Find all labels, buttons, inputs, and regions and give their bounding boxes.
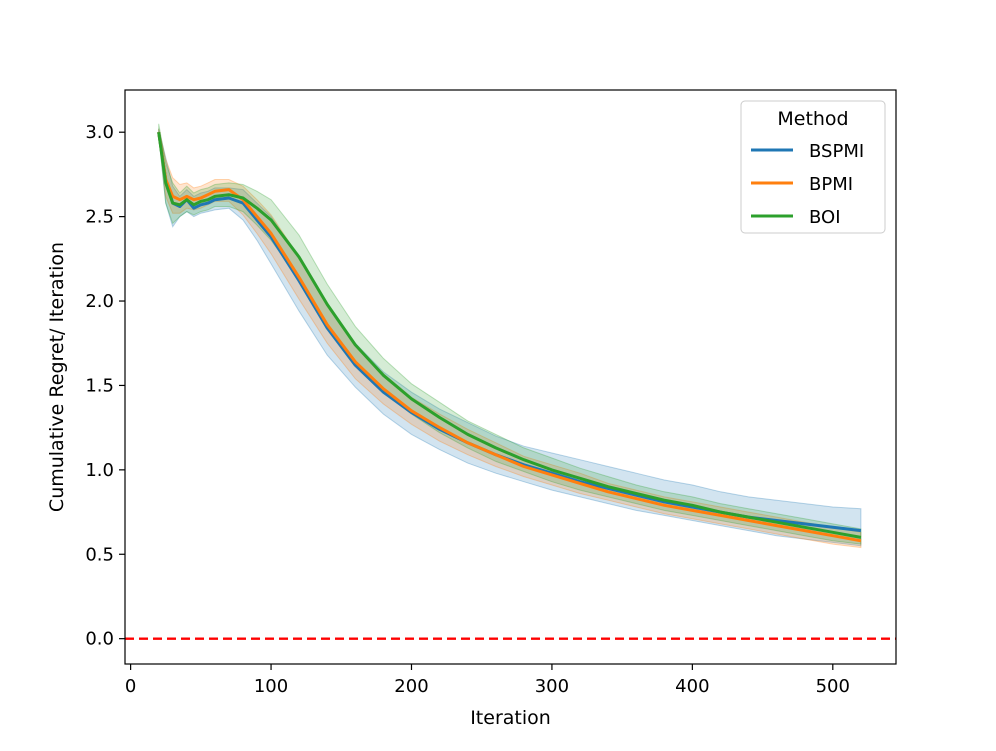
y-tick-label: 2.0 (85, 291, 114, 312)
x-tick-label: 400 (675, 676, 709, 697)
y-tick-label: 1.0 (85, 460, 114, 481)
legend-box (740, 100, 886, 234)
x-axis-ticks: 0 100 200 300 400 500 (125, 664, 850, 697)
y-axis-label: Cumulative Regret/ Iteration (46, 242, 68, 512)
x-axis-label: Iteration (470, 707, 551, 729)
legend-label-bspmi: BSPMI (809, 141, 864, 162)
band-bspmi (158, 128, 862, 547)
series-lines (157, 131, 862, 543)
series-line-bpmi (157, 131, 862, 543)
legend-label-boi: BOI (809, 207, 841, 228)
x-tick-label: 200 (394, 676, 428, 697)
legend-label-bpmi: BPMI (809, 174, 853, 195)
x-tick-label: 500 (816, 676, 850, 697)
series-line-boi (157, 131, 862, 539)
y-tick-label: 0.0 (85, 629, 114, 650)
y-tick-label: 3.0 (85, 122, 114, 143)
legend-title: Method (777, 108, 848, 130)
band-bpmi (158, 128, 862, 549)
legend: Method BSPMI BPMI BOI (740, 100, 886, 234)
legend-items: BSPMI BPMI BOI (751, 141, 864, 228)
x-tick-label: 100 (254, 676, 288, 697)
y-tick-label: 1.5 (85, 375, 114, 396)
axes-frame (124, 89, 897, 665)
y-tick-label: 2.5 (85, 207, 114, 228)
x-tick-label: 300 (535, 676, 569, 697)
y-tick-label: 0.5 (85, 544, 114, 565)
x-tick-label: 0 (125, 676, 136, 697)
y-axis-ticks: 0.0 0.5 1.0 1.5 2.0 2.5 3.0 (85, 122, 125, 650)
